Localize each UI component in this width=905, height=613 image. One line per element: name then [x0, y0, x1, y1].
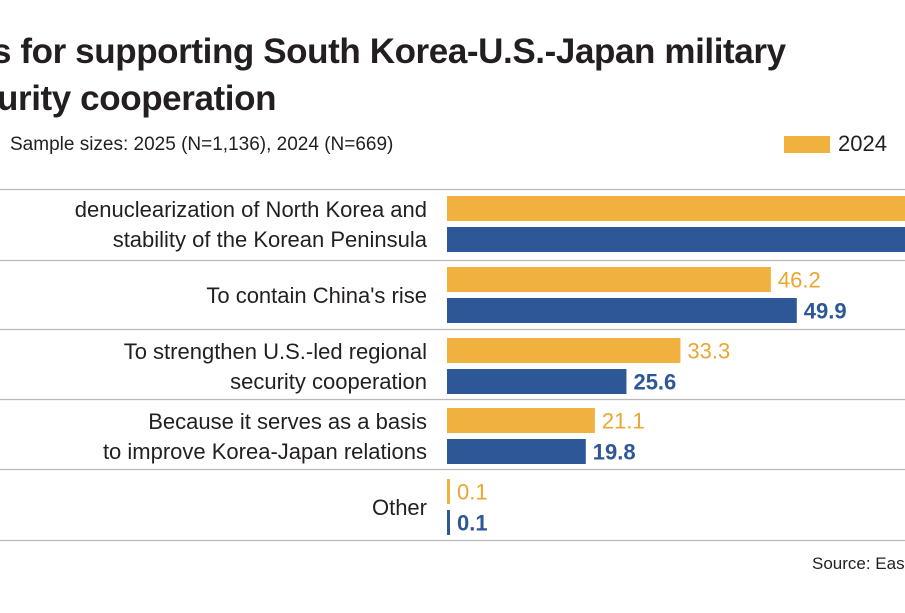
category-label-3-line-1: to improve Korea-Japan relations	[103, 439, 427, 464]
bar-2025-2	[447, 369, 627, 394]
category-label-3-line-0: Because it serves as a basis	[148, 409, 427, 434]
bar-2024-4	[447, 479, 450, 504]
data-label-2025-1: 49.9	[804, 299, 847, 324]
bar-2024-0	[447, 196, 905, 221]
bar-2024-3	[447, 408, 595, 433]
source-note: Source: Eas	[812, 554, 905, 573]
data-label-2024-4: 0.1	[457, 480, 488, 505]
category-label-2-line-1: security cooperation	[230, 369, 427, 394]
category-label-0-line-1: stability of the Korean Peninsula	[113, 227, 428, 252]
bar-2025-0	[447, 227, 905, 252]
data-label-2025-4: 0.1	[457, 511, 488, 536]
category-label-4-line-0: Other	[372, 495, 427, 520]
data-label-2025-2: 25.6	[633, 370, 676, 395]
bar-2025-1	[447, 298, 797, 323]
bar-2025-3	[447, 439, 586, 464]
legend-label-2024: 2024	[838, 131, 887, 156]
legend-swatch-2024	[784, 136, 830, 153]
category-label-2-line-0: To strengthen U.S.-led regional	[124, 339, 427, 364]
chart-title: s for supporting South Korea-U.S.-Japan …	[0, 28, 905, 122]
category-label-1-line-0: To contain China's rise	[206, 283, 427, 308]
bar-2024-2	[447, 338, 681, 363]
sample-size-note: Sample sizes: 2025 (N=1,136), 2024 (N=66…	[10, 134, 394, 155]
data-label-2024-1: 46.2	[778, 268, 821, 293]
chart-title-line-2: urity cooperation	[0, 79, 277, 118]
data-label-2025-3: 19.8	[593, 440, 636, 465]
data-label-2024-2: 33.3	[687, 339, 730, 364]
category-label-0-line-0: denuclearization of North Korea and	[75, 197, 427, 222]
bar-2025-4	[447, 510, 450, 535]
chart-title-line-1: s for supporting South Korea-U.S.-Japan …	[0, 32, 786, 71]
data-label-2024-3: 21.1	[602, 409, 645, 434]
bar-2024-1	[447, 267, 771, 292]
